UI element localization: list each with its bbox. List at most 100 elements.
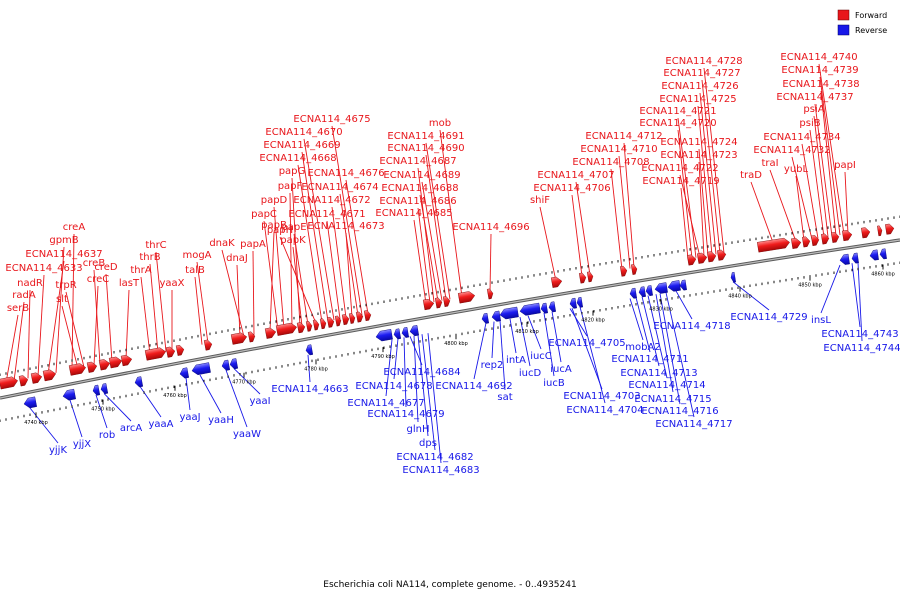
leader-line — [385, 339, 393, 397]
gene-label-ecna114-4686: ECNA114_4686 — [379, 196, 456, 207]
leader-line — [421, 181, 443, 301]
gene-label-ecna114-4719: ECNA114_4719 — [642, 176, 719, 187]
reverse-gene-arrow — [409, 325, 419, 337]
gene-label-ecna114-4682: ECNA114_4682 — [396, 452, 473, 463]
gene-label-paph: papH — [267, 225, 293, 236]
gene-label-papi: papI — [834, 160, 856, 171]
forward-gene-arrow — [230, 332, 248, 345]
forward-gene-arrow — [264, 327, 277, 339]
gene-label-ecna114-4726: ECNA114_4726 — [661, 81, 738, 92]
forward-gene-arrow — [434, 297, 443, 309]
reverse-gene-arrow — [305, 344, 314, 356]
leader-line — [417, 334, 429, 437]
leader-line — [140, 276, 151, 355]
gene-label-ecna114-4670: ECNA114_4670 — [265, 127, 342, 138]
leader-line — [331, 206, 347, 318]
gene-label-yaaa: yaaA — [148, 419, 173, 430]
gene-label-ecna114-4685: ECNA114_4685 — [375, 208, 452, 219]
leader-line — [809, 129, 825, 238]
leader-line — [679, 174, 701, 258]
leader-line — [425, 142, 451, 300]
leader-line — [301, 151, 329, 322]
leader-line — [623, 142, 635, 268]
reverse-gene-arrow — [499, 306, 519, 320]
gene-label-yaax: yaaX — [159, 278, 184, 289]
reverse-gene-arrow — [375, 329, 393, 342]
leader-line — [814, 103, 833, 237]
leader-line — [326, 220, 341, 320]
leader-line — [279, 236, 317, 324]
leader-line — [225, 369, 248, 428]
forward-gene-arrow — [630, 264, 638, 275]
leader-line — [641, 296, 660, 367]
gene-label-ecna114-4706: ECNA114_4706 — [533, 183, 610, 194]
forward-gene-arrow — [550, 276, 563, 288]
leader-line — [236, 264, 241, 338]
reverse-gene-arrow — [730, 271, 736, 283]
leader-line — [844, 171, 849, 234]
tick-label: 4760 kbp — [163, 393, 187, 399]
forward-gene-arrow — [86, 361, 98, 373]
forward-gene-arrow — [802, 236, 811, 248]
gene-label-ecna114-4637: ECNA114_4637 — [25, 249, 102, 260]
leader-line — [252, 250, 255, 335]
forward-gene-arrow — [355, 311, 364, 323]
gene-label-ecna114-4676: ECNA114_4676 — [307, 168, 384, 179]
leader-line — [307, 354, 311, 383]
leader-line — [851, 263, 861, 328]
gene-label-psia: psiA — [803, 104, 824, 115]
leader-line — [297, 164, 323, 323]
reverse-gene-arrow — [229, 358, 239, 370]
leader-line — [732, 281, 770, 311]
forward-gene-arrow — [696, 252, 708, 264]
gene-label-yaai: yaaI — [249, 396, 270, 407]
forward-gene-arrow — [457, 291, 476, 304]
forward-gene-arrow — [275, 322, 297, 336]
reverse-gene-arrow — [221, 359, 231, 371]
reverse-gene-arrow — [576, 296, 583, 308]
reverse-gene-arrow — [191, 362, 211, 376]
leader-line — [65, 291, 85, 368]
gene-label-gpmb: gpmB — [49, 235, 78, 246]
gene-label-ecna114-4743: ECNA114_4743 — [821, 329, 898, 340]
leader-line — [647, 295, 668, 379]
leader-line — [27, 289, 31, 379]
gene-label-trad: traD — [740, 170, 762, 181]
leader-line — [703, 67, 725, 254]
reverse-gene-arrow — [62, 388, 76, 401]
forward-gene-arrow — [578, 272, 587, 284]
gene-label-inta: intA — [506, 355, 526, 366]
forward-gene-arrow — [144, 347, 166, 361]
gene-label-ecna114-4739: ECNA114_4739 — [781, 65, 858, 76]
leader-line — [149, 263, 159, 354]
gene-label-ecna114-4715: ECNA114_4715 — [634, 394, 711, 405]
leader-line — [818, 63, 845, 235]
gene-label-nadr: nadR — [17, 278, 43, 289]
tick-label: 4750 kbp — [91, 407, 115, 413]
reverse-gene-arrow — [23, 396, 37, 409]
reverse-gene-arrow — [629, 287, 637, 299]
leader-line — [750, 181, 775, 246]
kbp-ticks: 4740 kbp 4750 kbp 4760 kbp 4770 kbp 4780 kbp… — [24, 264, 895, 426]
leader-line — [801, 143, 819, 239]
reverse-gene-arrow — [134, 376, 144, 388]
leader-line — [413, 335, 419, 423]
gene-label-ecna114-4688: ECNA114_4688 — [381, 183, 458, 194]
leader-line — [680, 187, 689, 260]
gene-label-slt: slt — [56, 294, 68, 305]
reverse-gene-arrow — [100, 383, 109, 395]
gene-label-cred: creD — [94, 262, 118, 273]
tick-label: 4820 kbp — [581, 318, 605, 324]
gene-label-ecna114-4691: ECNA114_4691 — [387, 131, 464, 142]
legend-reverse-swatch — [837, 24, 850, 36]
gene-label-ecna114-4675: ECNA114_4675 — [293, 114, 370, 125]
leader-line — [13, 301, 25, 382]
gene-label-ecna114-4714: ECNA114_4714 — [628, 380, 705, 391]
gene-label-ecna114-4723: ECNA114_4723 — [660, 150, 737, 161]
gene-label-mob: mob — [429, 118, 451, 129]
leader-line — [698, 148, 709, 256]
gene-label-glnh: glnH — [407, 424, 430, 435]
reverse-track-ticks — [0, 261, 900, 422]
leader-line — [551, 311, 562, 363]
